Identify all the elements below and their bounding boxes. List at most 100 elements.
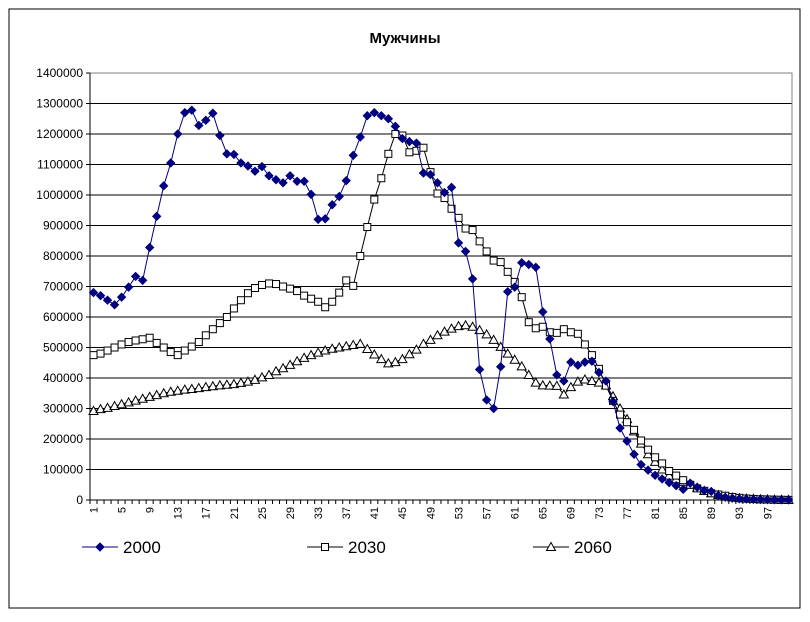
x-tick-label: 29	[285, 507, 297, 519]
data-point-2000	[769, 495, 780, 505]
data-point-2000	[383, 114, 394, 124]
data-point-2000	[545, 334, 555, 344]
legend-item-2000: 2000	[82, 538, 161, 557]
x-tick-label: 25	[257, 507, 269, 519]
data-point-2000	[109, 300, 120, 310]
y-tick-label: 100000	[43, 463, 83, 477]
x-tick-label: 57	[481, 507, 493, 519]
x-tick-label: 93	[734, 507, 746, 519]
data-point-2030	[447, 204, 456, 213]
data-point-2060	[207, 380, 219, 391]
data-point-2030	[166, 348, 175, 357]
data-point-2030	[307, 294, 316, 303]
data-point-2030	[145, 333, 154, 342]
data-point-2060	[488, 334, 500, 344]
chart-title: Мужчины	[369, 30, 440, 47]
legend-label: 2060	[574, 538, 612, 557]
data-point-2000	[362, 110, 372, 121]
data-point-2060	[333, 341, 345, 352]
data-point-2000	[467, 274, 478, 284]
data-point-2000	[587, 356, 597, 366]
data-point-2030	[243, 289, 252, 298]
data-point-2000	[201, 115, 211, 125]
data-point-2000	[692, 482, 702, 492]
data-point-2030	[672, 471, 681, 480]
data-point-2060	[474, 324, 485, 335]
data-point-2000	[243, 161, 253, 171]
data-point-2060	[502, 348, 514, 358]
data-point-2030	[370, 195, 379, 204]
y-tick-label: 1000000	[36, 188, 83, 202]
data-point-2000	[159, 181, 169, 191]
x-tick-label: 97	[762, 507, 774, 519]
data-point-2060	[214, 379, 226, 390]
data-point-2000	[453, 238, 464, 248]
data-point-2060	[179, 384, 191, 394]
data-point-2030	[215, 319, 224, 328]
data-point-2000	[552, 370, 562, 380]
data-point-2000	[727, 493, 738, 503]
data-point-2030	[208, 325, 217, 334]
legend-item-2060: 2060	[533, 538, 612, 557]
data-point-2060	[509, 354, 521, 364]
legend: 2000 2030 2060	[82, 538, 612, 557]
y-tick-label: 300000	[43, 402, 83, 416]
data-point-2030	[524, 318, 533, 327]
data-point-2030	[419, 143, 428, 152]
data-point-2060	[460, 319, 471, 330]
data-point-2030	[665, 467, 674, 476]
data-point-2000	[538, 307, 548, 317]
data-point-2000	[664, 477, 674, 488]
data-point-2000	[123, 282, 134, 292]
data-point-2060	[235, 377, 247, 387]
data-point-2030	[110, 343, 119, 352]
data-point-2000	[334, 191, 344, 202]
data-point-2000	[783, 495, 794, 505]
data-point-2000	[390, 121, 401, 132]
data-point-2030	[623, 418, 632, 427]
data-point-2030	[461, 224, 470, 233]
data-point-2000	[601, 376, 611, 386]
data-point-2030	[159, 343, 168, 352]
data-point-2000	[741, 494, 752, 504]
x-tick-label: 5	[116, 507, 128, 513]
data-point-2000	[495, 362, 506, 372]
data-point-2000	[355, 132, 365, 142]
data-point-2030	[644, 445, 653, 454]
data-point-2000	[762, 494, 773, 505]
data-point-2030	[630, 425, 639, 434]
data-point-2060	[382, 357, 394, 368]
data-point-2060	[411, 344, 422, 354]
data-point-2060	[291, 355, 303, 366]
data-point-2000	[629, 449, 639, 459]
x-tick-label: 49	[425, 507, 437, 519]
data-point-2060	[579, 374, 591, 384]
y-tick-label: 600000	[43, 310, 83, 324]
data-point-2030	[658, 459, 667, 468]
data-point-2030	[321, 303, 330, 312]
data-point-2030	[89, 351, 98, 360]
data-point-2030	[405, 148, 414, 157]
data-point-2060	[481, 328, 492, 339]
data-point-2000	[236, 158, 246, 168]
data-point-2000	[580, 357, 590, 367]
data-point-2000	[755, 494, 766, 505]
data-point-2060	[340, 340, 352, 351]
data-point-2030	[342, 276, 351, 285]
data-point-2000	[313, 214, 323, 225]
data-point-2060	[270, 365, 282, 376]
data-point-2060	[544, 380, 556, 390]
y-tick-label: 900000	[43, 219, 83, 233]
data-point-2000	[299, 176, 309, 186]
data-point-2030	[356, 252, 365, 260]
data-point-2030	[489, 256, 498, 265]
x-tick-label: 73	[594, 507, 606, 519]
data-point-2000	[713, 490, 723, 501]
data-point-2000	[685, 478, 695, 488]
data-point-2030	[314, 297, 323, 306]
x-tick-label: 61	[510, 507, 522, 519]
data-point-2030	[187, 342, 196, 351]
data-point-2000	[517, 258, 527, 268]
data-point-2000	[488, 403, 499, 414]
data-point-2000	[102, 295, 113, 305]
